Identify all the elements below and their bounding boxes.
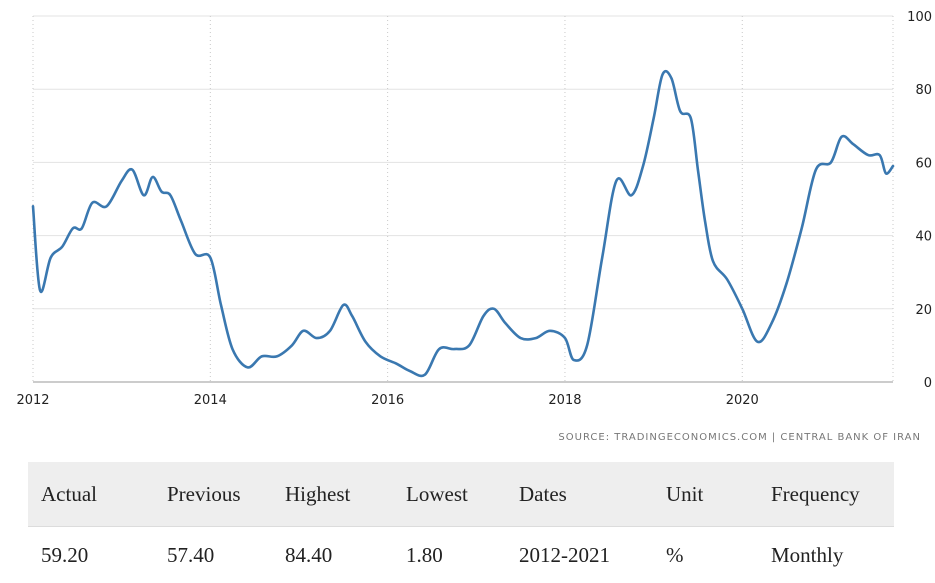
value-dates: 2012-2021 [506,527,653,583]
header-unit: Unit [653,462,758,527]
axis-ticks: 0 20 40 60 80 100 2012 2014 2016 2018 2020 [16,10,932,408]
header-lowest: Lowest [393,462,506,527]
y-tick-label: 20 [915,303,932,318]
value-actual: 59.20 [28,527,154,583]
value-frequency: Monthly [758,527,894,583]
x-tick-label: 2018 [548,393,581,408]
y-tick-label: 80 [915,83,932,98]
series-line [33,71,893,376]
series-layer [33,71,893,376]
stats-value-row: 59.20 57.40 84.40 1.80 2012-2021 % Month… [28,527,894,583]
source-note: SOURCE: TRADINGECONOMICS.COM | CENTRAL B… [0,432,921,443]
x-tick-label: 2020 [726,393,759,408]
header-highest: Highest [272,462,393,527]
value-lowest: 1.80 [393,527,506,583]
grid-lines [33,16,893,382]
stats-header-row: Actual Previous Highest Lowest Dates Uni… [28,462,894,527]
header-previous: Previous [154,462,272,527]
line-chart: 0 20 40 60 80 100 2012 2014 2016 2018 2020 [0,0,935,440]
y-tick-label: 60 [915,156,932,171]
header-frequency: Frequency [758,462,894,527]
y-tick-label: 0 [924,376,932,391]
y-tick-label: 40 [915,230,932,245]
y-tick-label: 100 [907,10,932,25]
value-previous: 57.40 [154,527,272,583]
header-dates: Dates [506,462,653,527]
x-tick-label: 2012 [16,393,49,408]
x-tick-label: 2014 [194,393,227,408]
value-unit: % [653,527,758,583]
x-tick-label: 2016 [371,393,404,408]
value-highest: 84.40 [272,527,393,583]
stats-table: Actual Previous Highest Lowest Dates Uni… [28,462,894,583]
header-actual: Actual [28,462,154,527]
